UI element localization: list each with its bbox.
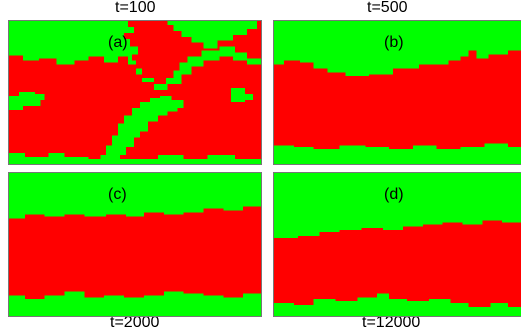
time-label-d: t=12000 xyxy=(362,314,421,331)
panel-label-d: (d) xyxy=(384,186,404,203)
panel-a: (a) xyxy=(8,20,262,165)
time-label-b: t=500 xyxy=(367,0,408,16)
panel-label-b: (b) xyxy=(384,34,404,51)
green-strip-a xyxy=(100,95,184,164)
domain-map-a xyxy=(9,21,261,164)
panel-d: (d) xyxy=(273,172,521,317)
panel-label-a: (a) xyxy=(108,34,128,51)
panel-b: (b) xyxy=(273,20,521,165)
green-island-right-a xyxy=(231,88,254,102)
red-domain-top-a xyxy=(124,21,261,85)
panel-label-c: (c) xyxy=(108,186,127,203)
domain-map-d xyxy=(274,220,521,308)
green-island-left-a xyxy=(9,92,45,110)
domain-map-b xyxy=(274,50,521,150)
red-domain-c xyxy=(9,206,261,300)
red-domain-b xyxy=(274,50,521,150)
domain-map-c xyxy=(9,206,261,300)
green-bottom-a xyxy=(9,153,261,164)
red-domain-d xyxy=(274,220,521,308)
panel-c: (c) xyxy=(8,172,262,317)
time-label-a: t=100 xyxy=(115,0,156,16)
time-label-c: t=2000 xyxy=(110,314,160,331)
